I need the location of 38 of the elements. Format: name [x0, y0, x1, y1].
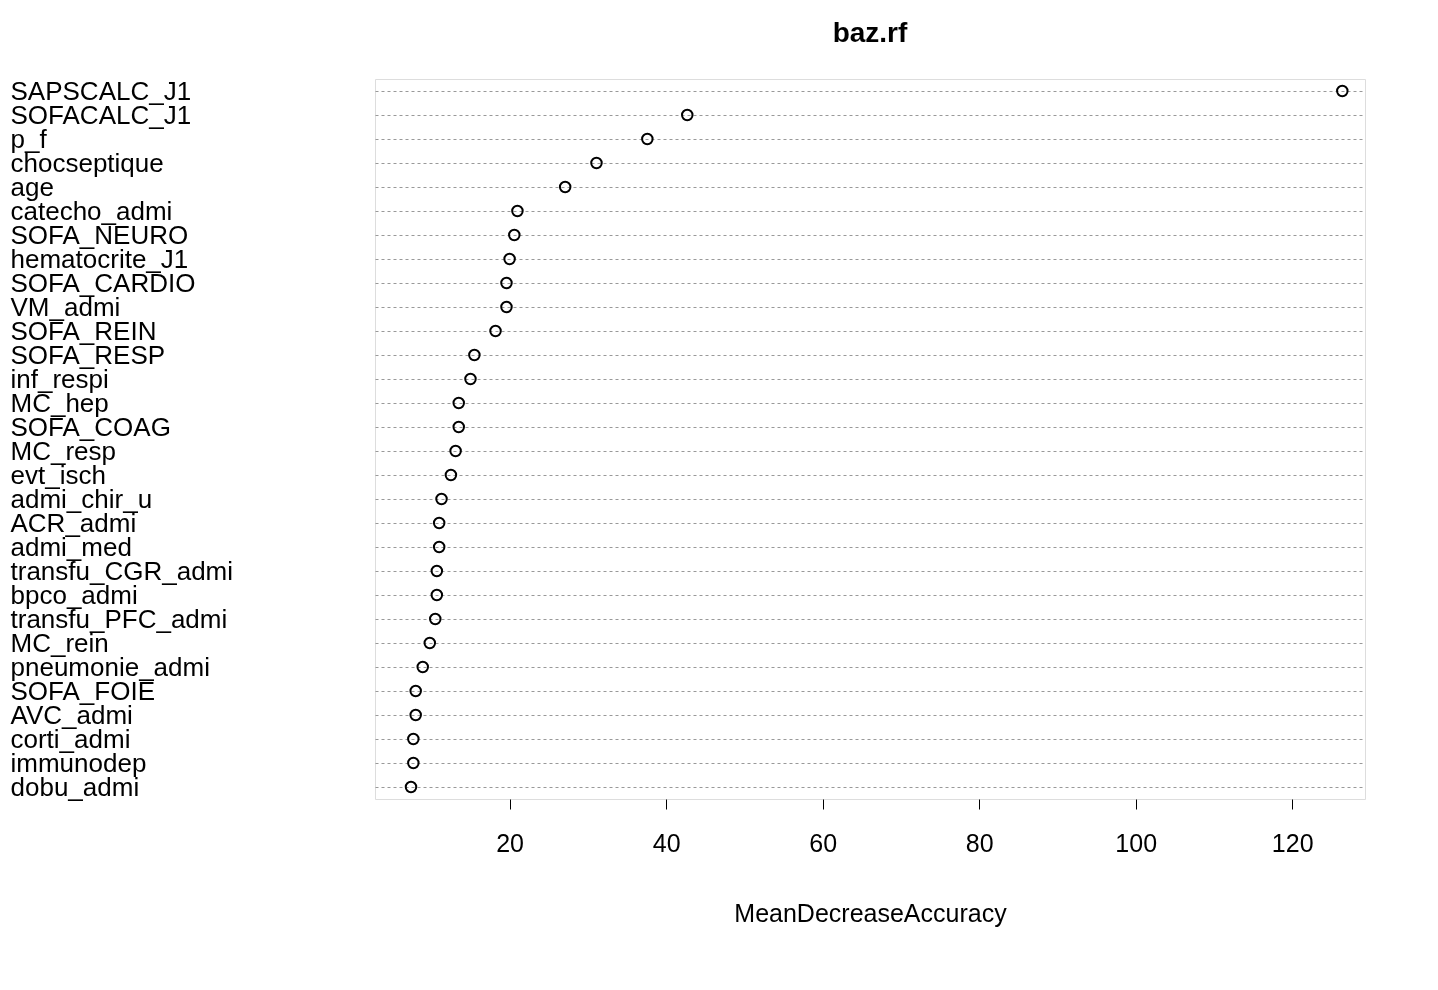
point — [435, 492, 448, 506]
point — [430, 564, 444, 578]
x-tick-label: 60 — [809, 828, 838, 857]
point — [464, 372, 477, 386]
point — [503, 252, 516, 266]
point — [489, 324, 502, 338]
point — [590, 156, 603, 170]
point — [416, 660, 429, 674]
point — [641, 132, 654, 146]
x-tick-label: 120 — [1271, 828, 1314, 857]
point — [452, 396, 465, 410]
point — [468, 348, 481, 362]
point — [409, 708, 422, 722]
x-tick-label: 40 — [652, 828, 681, 857]
chart-title: baz.rf — [832, 17, 909, 48]
point — [429, 612, 442, 626]
point — [423, 636, 437, 650]
point — [444, 468, 458, 482]
x-tick-label: 80 — [965, 828, 994, 857]
point — [430, 588, 444, 602]
point — [500, 300, 513, 314]
point — [681, 108, 694, 122]
point — [500, 276, 513, 290]
point — [508, 228, 521, 242]
point — [511, 204, 524, 218]
point — [558, 180, 572, 194]
point — [1336, 84, 1349, 98]
point — [449, 444, 462, 458]
x-tick-label: 20 — [496, 828, 525, 857]
x-tick-label: 100 — [1115, 828, 1158, 857]
point — [432, 540, 446, 554]
point — [409, 684, 422, 698]
point — [452, 420, 465, 434]
point — [407, 756, 420, 770]
point — [407, 732, 420, 746]
x-axis-title: MeanDecreaseAccuracy — [734, 898, 1008, 927]
point — [432, 516, 446, 530]
point — [404, 780, 418, 794]
